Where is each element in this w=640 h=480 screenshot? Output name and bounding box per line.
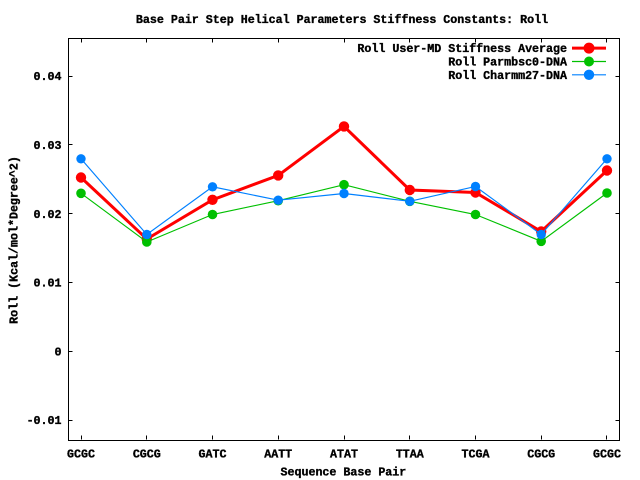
svg-text:Roll Charmm27-DNA: Roll Charmm27-DNA [448, 70, 567, 83]
svg-text:TTAA: TTAA [396, 449, 424, 462]
svg-text:ATAT: ATAT [330, 449, 358, 462]
svg-text:CGCG: CGCG [527, 449, 555, 462]
svg-text:GCGC: GCGC [593, 449, 621, 462]
svg-text:TCGA: TCGA [462, 449, 490, 462]
svg-text:Sequence Base Pair: Sequence Base Pair [281, 467, 407, 480]
svg-text:0.03: 0.03 [34, 140, 62, 153]
svg-text:0.04: 0.04 [34, 71, 62, 84]
svg-text:Roll User-MD Stiffness Average: Roll User-MD Stiffness Average [357, 43, 567, 56]
svg-text:Roll Parmbsc0-DNA: Roll Parmbsc0-DNA [448, 57, 567, 70]
svg-text:Roll (Kcal/mol*Degree^2): Roll (Kcal/mol*Degree^2) [9, 156, 22, 324]
svg-text:AATT: AATT [264, 449, 292, 462]
svg-text:-0.01: -0.01 [27, 415, 62, 428]
svg-text:0.01: 0.01 [34, 278, 62, 291]
svg-text:Base Pair Step Helical Paramet: Base Pair Step Helical Parameters Stiffn… [136, 14, 548, 27]
svg-text:CGCG: CGCG [133, 449, 161, 462]
svg-text:GATC: GATC [199, 449, 227, 462]
svg-text:0.02: 0.02 [34, 209, 62, 222]
svg-text:0: 0 [55, 346, 62, 359]
svg-text:GCGC: GCGC [67, 449, 95, 462]
